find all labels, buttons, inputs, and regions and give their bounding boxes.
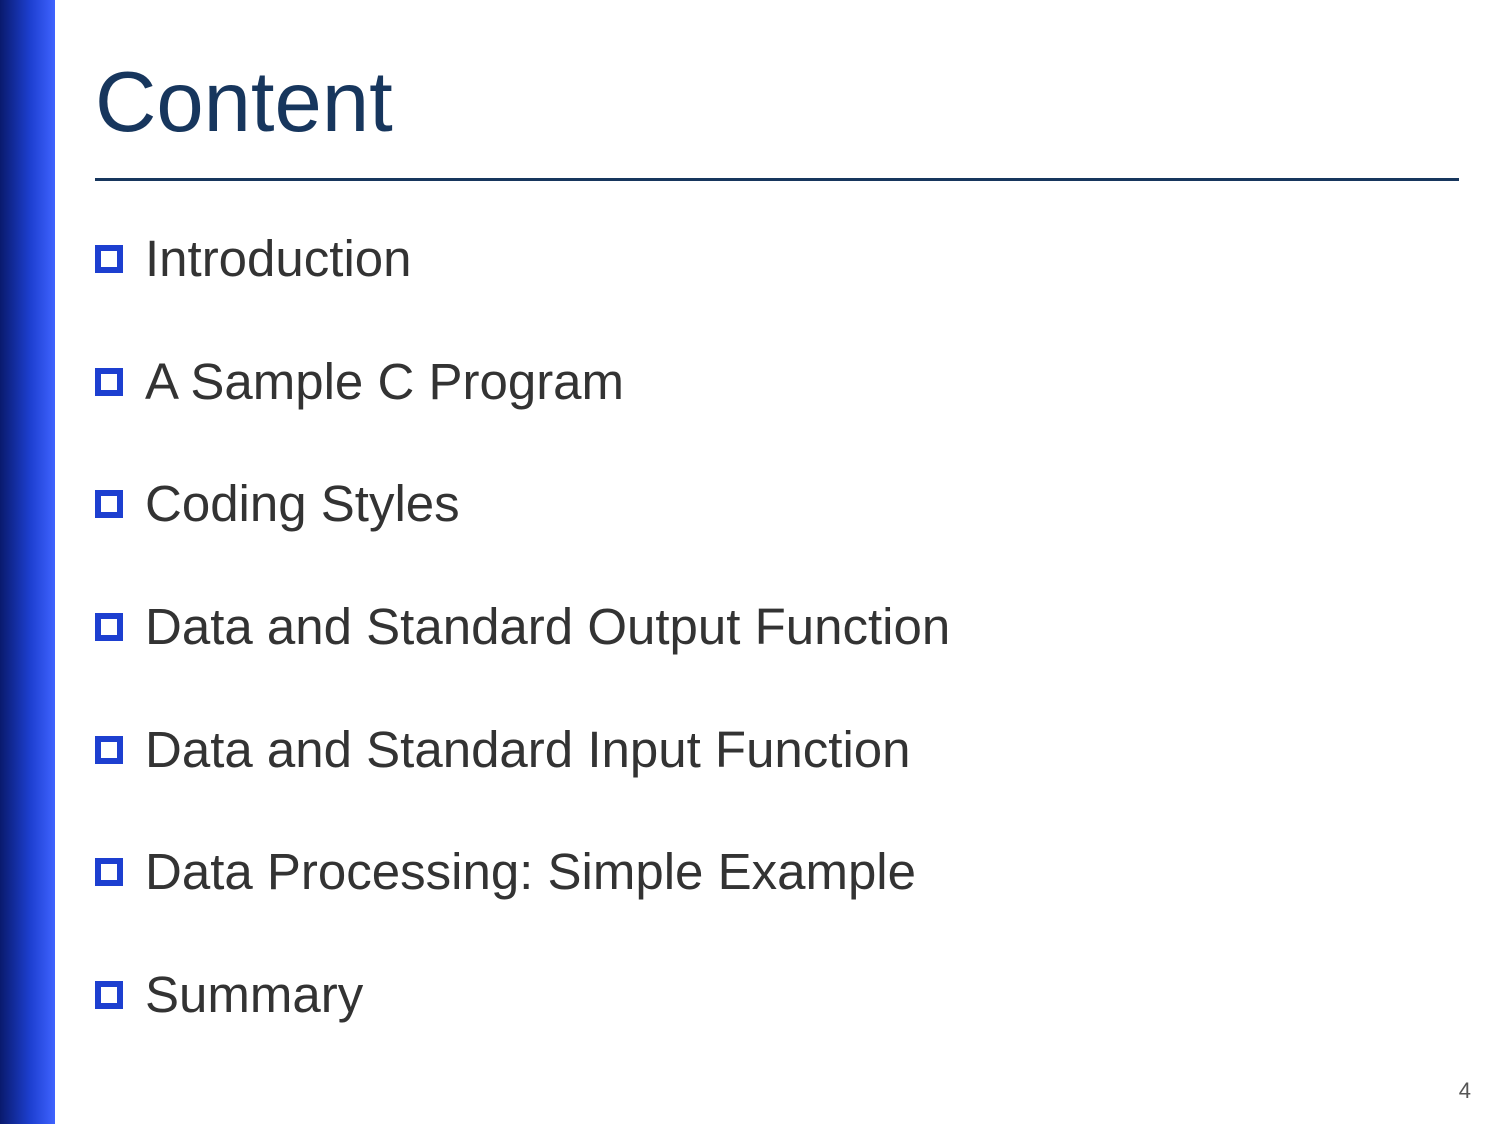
- page-number: 4: [1459, 1078, 1471, 1104]
- list-item-text: Summary: [145, 966, 363, 1025]
- square-bullet-icon: [95, 613, 123, 641]
- square-bullet-icon: [95, 736, 123, 764]
- list-item-text: Data Processing: Simple Example: [145, 843, 916, 902]
- square-bullet-icon: [95, 858, 123, 886]
- slide: Content Introduction A Sample C Program …: [0, 0, 1499, 1124]
- square-bullet-icon: [95, 490, 123, 518]
- square-bullet-icon: [95, 245, 123, 273]
- list-item: Data and Standard Input Function: [95, 721, 1439, 780]
- list-item-text: Introduction: [145, 230, 412, 289]
- list-item: A Sample C Program: [95, 353, 1439, 412]
- slide-title: Content: [95, 54, 393, 152]
- list-item-text: Coding Styles: [145, 475, 460, 534]
- list-item: Summary: [95, 966, 1439, 1025]
- list-item-text: Data and Standard Output Function: [145, 598, 950, 657]
- list-item-text: A Sample C Program: [145, 353, 624, 412]
- list-item: Data Processing: Simple Example: [95, 843, 1439, 902]
- list-item: Data and Standard Output Function: [95, 598, 1439, 657]
- content-list: Introduction A Sample C Program Coding S…: [95, 230, 1439, 1088]
- list-item: Coding Styles: [95, 475, 1439, 534]
- square-bullet-icon: [95, 368, 123, 396]
- list-item-text: Data and Standard Input Function: [145, 721, 911, 780]
- title-underline: [95, 178, 1459, 181]
- list-item: Introduction: [95, 230, 1439, 289]
- side-accent-bar: [0, 0, 55, 1124]
- square-bullet-icon: [95, 981, 123, 1009]
